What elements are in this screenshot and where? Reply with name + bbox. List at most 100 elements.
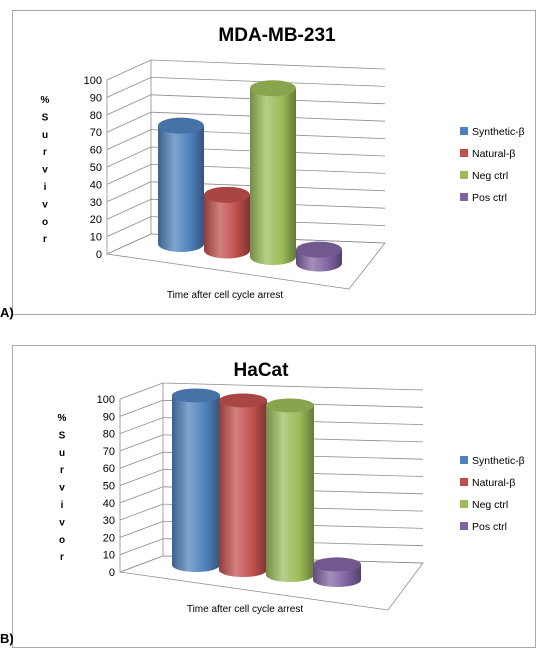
legend-swatch: [460, 478, 468, 486]
legend-label: Pos ctrl: [472, 521, 507, 533]
legend-swatch: [460, 500, 468, 508]
legend-label: Natural-β: [472, 477, 515, 489]
y-tick-label: 80: [90, 110, 102, 122]
y-tick-label: 10: [90, 232, 102, 244]
chart-floor: [105, 233, 386, 290]
y-axis-label-char: r: [43, 234, 47, 245]
y-tick-label: 30: [103, 515, 115, 527]
gridline-side: [106, 129, 152, 150]
bar-body: [204, 194, 250, 259]
bar-cylinder: [219, 393, 267, 577]
y-axis-label-char: u: [59, 448, 65, 459]
y-tick-label: 60: [90, 145, 102, 157]
bar-cylinder: [158, 117, 204, 252]
y-tick-label: 90: [90, 92, 102, 104]
y-axis-label-char: v: [42, 199, 48, 210]
gridline-side: [106, 111, 152, 133]
bar-cylinder: [172, 388, 220, 572]
legend-swatch: [460, 127, 468, 135]
y-tick-label: 60: [103, 463, 115, 475]
legend-swatch: [460, 456, 468, 464]
bar-top: [313, 557, 361, 572]
gridline-side: [106, 216, 152, 237]
legend-swatch: [460, 522, 468, 530]
y-tick-label: 50: [103, 481, 115, 493]
y-axis-label-char: v: [59, 517, 65, 528]
y-tick-label: 20: [90, 214, 102, 226]
legend-label: Natural-β: [472, 148, 515, 160]
chart-floor: [119, 555, 424, 611]
y-tick-label: 20: [103, 532, 115, 544]
gridline-back: [150, 59, 386, 70]
y-tick-label: 40: [90, 179, 102, 191]
bar-cylinder: [313, 557, 361, 587]
chart-title: HaCat: [234, 360, 290, 381]
y-axis-label-char: i: [61, 500, 64, 511]
gridline-side: [119, 417, 164, 434]
y-tick-label: 70: [103, 446, 115, 458]
y-tick-label: 70: [90, 127, 102, 139]
gridline-side: [106, 59, 152, 81]
gridline-side: [119, 469, 164, 486]
bar-body: [250, 88, 296, 265]
legend-swatch: [460, 193, 468, 201]
y-axis-label-char: r: [60, 552, 64, 563]
legend-label: Synthetic-β: [472, 455, 525, 467]
y-axis-label-char: v: [59, 483, 65, 494]
y-axis-label-char: o: [59, 535, 65, 546]
y-tick-label: 100: [97, 394, 115, 406]
y-tick-label: 30: [90, 197, 102, 209]
bar-cylinder: [250, 80, 296, 265]
y-axis-label-char: o: [42, 217, 48, 228]
gridline-side: [106, 77, 152, 98]
y-tick-label: 80: [103, 429, 115, 441]
y-tick-label: 0: [109, 567, 115, 579]
y-axis-label-char: r: [43, 147, 47, 158]
gridline-side: [119, 521, 164, 538]
y-axis-label-char: r: [60, 465, 64, 476]
gridline-side: [119, 399, 164, 417]
y-axis-label-char: S: [42, 112, 49, 123]
gridline-side: [119, 434, 164, 452]
y-tick-label: 10: [103, 550, 115, 562]
gridline-side: [106, 198, 152, 220]
legend-swatch: [460, 171, 468, 179]
y-axis-label-char: %: [58, 413, 67, 424]
chart-a-canvas: MDA-MB-2310102030405060708090100%Survivo…: [41, 25, 525, 301]
bar-top: [266, 398, 314, 413]
bar-top: [219, 393, 267, 408]
gridline-side: [119, 503, 164, 521]
legend-label: Neg ctrl: [472, 170, 508, 182]
y-tick-label: 40: [103, 498, 115, 510]
bar-body: [158, 125, 204, 252]
bar-top: [250, 80, 296, 97]
panel-label-a: A): [0, 305, 14, 320]
chart-b-canvas: HaCat0102030405060708090100%SurvivorTime…: [58, 360, 525, 615]
gridline-side: [106, 164, 152, 185]
bar-cylinder: [296, 241, 342, 272]
y-axis-label-char: v: [42, 165, 48, 176]
x-axis-label: Time after cell cycle arrest: [187, 604, 304, 615]
y-axis-label-char: %: [41, 95, 50, 106]
bar-body: [219, 400, 267, 577]
gridline-side: [106, 181, 152, 203]
x-axis-label: Time after cell cycle arrest: [167, 290, 284, 301]
gridline-side: [119, 382, 164, 400]
gridline-side: [119, 486, 164, 504]
y-axis-label-char: S: [59, 430, 66, 441]
legend-label: Pos ctrl: [472, 192, 507, 204]
bar-body: [266, 405, 314, 582]
panel-label-b: B): [0, 631, 14, 646]
gridline-side: [119, 451, 164, 469]
legend-label: Neg ctrl: [472, 499, 508, 511]
y-tick-label: 90: [103, 411, 115, 423]
bar-top: [158, 117, 204, 134]
y-tick-label: 0: [96, 249, 102, 261]
bar-cylinder: [266, 398, 314, 582]
y-tick-label: 50: [90, 162, 102, 174]
bar-top: [172, 388, 220, 403]
bar-top: [204, 186, 250, 203]
gridline-side: [106, 94, 152, 116]
